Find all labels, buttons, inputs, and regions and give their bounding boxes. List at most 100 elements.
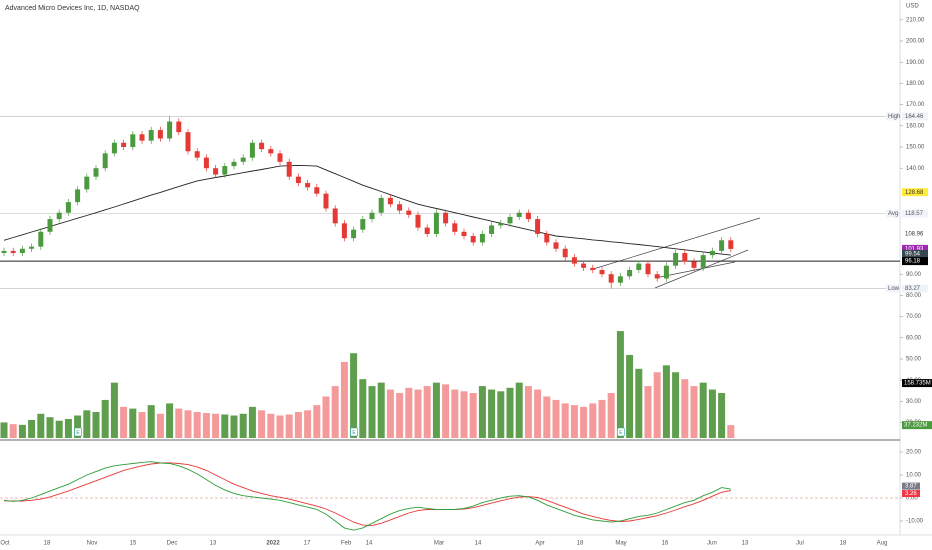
volume-bar	[616, 331, 624, 438]
candle-body	[213, 168, 219, 175]
candle-body	[673, 253, 679, 266]
x-tick-label: 13	[742, 541, 749, 547]
volume-bar	[83, 410, 91, 438]
level-name: High	[888, 114, 900, 120]
price-tag-label: 99.54	[905, 252, 921, 258]
volume-bar	[442, 384, 450, 438]
macd-tag	[902, 490, 920, 498]
volume-bar	[193, 412, 201, 438]
x-tick-label: Mar	[434, 541, 444, 547]
y-tick-label: 30.00	[906, 399, 922, 405]
candle-body	[323, 193, 329, 209]
candle-body	[341, 223, 347, 239]
volume-bar	[350, 353, 358, 438]
volume-bar	[469, 393, 477, 438]
candle-body	[203, 157, 209, 169]
candle-body	[194, 151, 200, 158]
candle-body	[424, 227, 430, 234]
volume-bar	[672, 372, 680, 438]
x-tick-label: 18	[44, 541, 51, 547]
volume-bar	[92, 412, 100, 438]
candle-body	[461, 231, 467, 237]
volume-bar	[184, 410, 192, 438]
candle-body	[489, 225, 495, 234]
earnings-marker: E	[76, 430, 80, 436]
volume-tag-label: 37.232M	[904, 423, 927, 429]
price-tag-label: 108.96	[905, 232, 924, 238]
volume-bar	[589, 403, 597, 438]
x-tick-label: Nov	[87, 541, 98, 547]
earnings-box	[74, 427, 82, 437]
level-tag	[902, 284, 928, 293]
volume-bar	[644, 386, 652, 438]
candle-body	[498, 223, 504, 226]
candle-body	[305, 183, 311, 188]
volume-bar	[488, 389, 496, 438]
candle-body	[636, 263, 642, 270]
candles	[1, 116, 734, 289]
candle-body	[1, 250, 7, 253]
volume-bar	[359, 379, 367, 438]
volume-bar	[340, 361, 348, 438]
volume-bar	[662, 365, 670, 438]
volume-bar	[524, 386, 532, 438]
volume-bar	[322, 396, 330, 438]
candle-body	[728, 240, 734, 249]
macd-tag	[902, 482, 920, 490]
candle-body	[571, 257, 577, 264]
volume-bar	[147, 405, 155, 438]
volume-bar	[423, 386, 431, 438]
candle-body	[185, 132, 191, 152]
price-tag	[902, 257, 928, 266]
volume-bar	[405, 387, 413, 438]
volume-bar	[313, 405, 321, 438]
price-tag-label: 128.68	[905, 190, 924, 196]
volume-bar	[202, 413, 210, 438]
candle-body	[176, 121, 182, 133]
x-tick-label: 15	[130, 541, 137, 547]
volume-bar	[120, 406, 128, 438]
candle-body	[19, 248, 25, 253]
candle-body	[47, 219, 53, 232]
volume-bar	[598, 399, 606, 438]
y-tick-label: 90.00	[906, 272, 922, 278]
y-tick-label: 140.00	[906, 166, 925, 172]
x-tick-label: 17	[304, 541, 311, 547]
candle-body	[406, 210, 412, 215]
candle-body	[452, 223, 458, 232]
y-tick-label: 60.00	[906, 335, 922, 341]
volume-tag	[902, 379, 932, 388]
macd-tick-label: -10.00	[906, 519, 924, 525]
volume-bar	[653, 372, 661, 438]
volume-bar	[497, 391, 505, 438]
currency: USD	[906, 4, 919, 10]
candle-body	[645, 263, 651, 275]
x-tick-label: May	[615, 541, 626, 547]
volume-bar	[221, 414, 229, 438]
candle-body	[608, 274, 614, 283]
candle-body	[139, 134, 145, 141]
candle-body	[10, 250, 16, 253]
price-tag	[902, 188, 928, 197]
x-tick-label: 18	[577, 541, 584, 547]
volume-bar	[175, 408, 183, 438]
level-tag	[902, 209, 928, 218]
level-value: 83.27	[905, 286, 921, 292]
level-value: 118.57	[905, 211, 924, 217]
x-tick-label: Oct	[0, 541, 10, 547]
volume-bar	[478, 386, 486, 438]
earnings-marker: E	[619, 430, 623, 436]
price-tag-label: 96.18	[905, 259, 921, 265]
macd-line	[3, 461, 731, 531]
candle-body	[369, 212, 375, 220]
volume-bar	[451, 389, 459, 438]
volume-bar	[534, 389, 542, 438]
volume-bar	[166, 403, 174, 438]
price-tag	[902, 230, 928, 239]
candle-body	[535, 219, 541, 234]
candle-body	[378, 197, 384, 213]
x-tick-label: 13	[210, 541, 217, 547]
candle-body	[590, 267, 596, 270]
y-tick-label: 180.00	[906, 81, 925, 87]
